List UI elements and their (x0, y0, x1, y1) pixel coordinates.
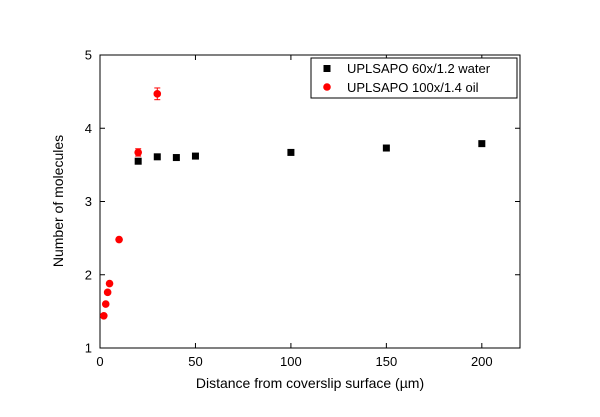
x-tick-label: 50 (188, 354, 202, 369)
y-tick-label: 2 (85, 267, 92, 282)
x-tick-label: 0 (96, 354, 103, 369)
x-tick-label: 150 (376, 354, 398, 369)
data-point-circle (153, 90, 162, 98)
y-tick-label: 1 (85, 341, 92, 356)
x-axis: 0 50 100 150 200 (96, 55, 493, 369)
x-tick-label: 200 (471, 354, 493, 369)
data-point-square (287, 148, 295, 156)
y-tick-label: 5 (85, 48, 92, 63)
y-tick-label: 3 (85, 194, 92, 209)
y-axis: 1 2 3 4 5 (85, 48, 520, 356)
data-point-square (382, 144, 390, 152)
data-point-square (191, 152, 199, 160)
data-point-square (172, 154, 180, 162)
data-point-circle (105, 279, 114, 288)
plot-frame (99, 54, 521, 349)
data-point-square (478, 140, 486, 148)
legend-box (310, 57, 518, 99)
legend-label-water: UPLSAPO 60x/1.2 water (347, 61, 491, 76)
legend-marker-oil (323, 83, 331, 91)
data-point-square (153, 153, 161, 161)
legend: UPLSAPO 60x/1.2 water UPLSAPO 100x/1.4 o… (310, 57, 518, 99)
x-axis-title: Distance from coverslip surface (µm) (196, 375, 424, 391)
data-point-circle (115, 235, 123, 244)
data-point-circle (103, 288, 112, 297)
y-tick-label: 4 (85, 121, 92, 136)
data-point-circle (100, 311, 108, 320)
x-tick-label: 100 (280, 354, 302, 369)
data-point-square (134, 157, 142, 165)
data-point-circle (134, 148, 142, 157)
y-axis-title: Number of molecules (50, 135, 66, 267)
legend-marker-water (323, 65, 331, 72)
legend-label-oil: UPLSAPO 100x/1.4 oil (347, 80, 479, 95)
data-points (100, 87, 486, 320)
data-point-circle (101, 300, 110, 308)
